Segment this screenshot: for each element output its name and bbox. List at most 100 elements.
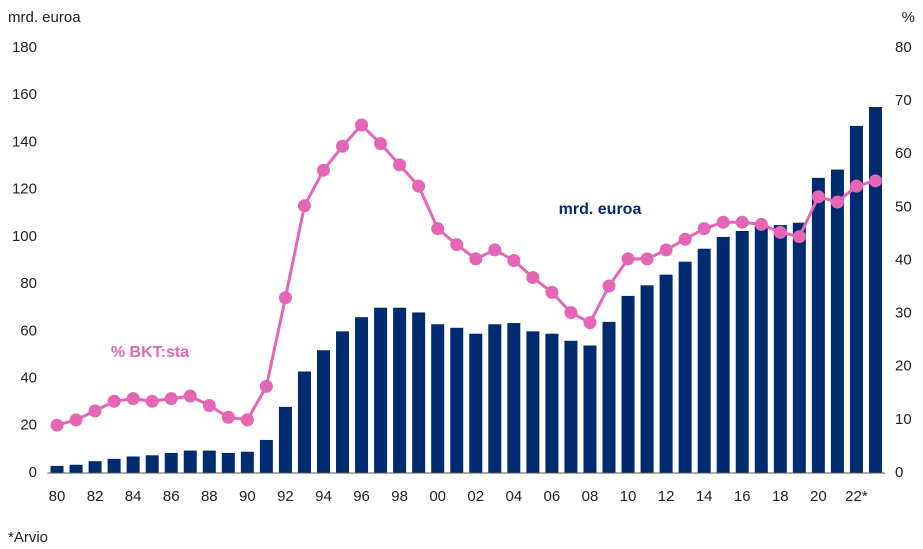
y-tick-label: 0	[29, 464, 37, 481]
bar	[431, 324, 445, 473]
x-tick-label: 82	[87, 488, 104, 505]
x-tick-label: 84	[125, 488, 142, 505]
y-tick-label: 40	[20, 370, 37, 387]
x-tick-label: 90	[239, 488, 256, 505]
point	[754, 217, 768, 231]
point	[336, 139, 350, 153]
bar	[792, 222, 806, 473]
y2-tick-label: 0	[895, 464, 903, 481]
point	[830, 195, 844, 209]
bar	[469, 333, 483, 473]
y2-tick-label: 20	[895, 358, 912, 375]
bar	[355, 317, 369, 473]
point	[469, 252, 483, 266]
bar	[336, 331, 350, 473]
y2-tick-label: 10	[895, 411, 912, 428]
point	[278, 291, 292, 305]
point	[50, 418, 64, 432]
y-tick-label: 60	[20, 322, 37, 339]
x-tick-label: 92	[277, 488, 294, 505]
bar	[507, 323, 521, 473]
y-tick-label: 160	[12, 86, 37, 103]
x-tick-label: 80	[49, 488, 66, 505]
bar	[849, 125, 863, 474]
bar	[640, 285, 654, 473]
point	[640, 252, 654, 266]
y-tick-label: 20	[20, 417, 37, 434]
y2-axis-label: %	[902, 9, 915, 26]
point	[450, 238, 464, 252]
point	[316, 163, 330, 177]
bar	[240, 451, 254, 473]
point	[545, 285, 559, 299]
point	[678, 232, 692, 246]
point	[69, 413, 83, 427]
x-tick-label: 02	[467, 488, 484, 505]
x-tick-label: 00	[429, 488, 446, 505]
point	[583, 316, 597, 330]
y-tick-label: 140	[12, 133, 37, 150]
y-tick-label: 80	[20, 275, 37, 292]
point	[849, 179, 863, 193]
line	[56, 122, 876, 427]
bar	[164, 452, 178, 473]
point	[240, 413, 254, 427]
bar	[297, 371, 311, 473]
x-tick-label: 12	[658, 488, 675, 505]
point	[868, 174, 882, 188]
x-tick-label: 16	[734, 488, 751, 505]
x-tick-label: 88	[201, 488, 218, 505]
bar	[69, 464, 83, 473]
y2-tick-label: 30	[895, 305, 912, 322]
bar	[126, 456, 140, 473]
point	[507, 254, 521, 267]
point	[735, 215, 749, 229]
bar	[393, 307, 407, 473]
bar	[145, 455, 159, 473]
bar	[811, 177, 825, 473]
bar	[830, 169, 844, 473]
bar	[488, 324, 502, 473]
point	[393, 158, 407, 172]
x-tick-label: 04	[505, 488, 522, 505]
bar	[735, 230, 749, 473]
x-tick-label: 18	[772, 488, 789, 505]
bar	[374, 307, 388, 473]
bar	[697, 248, 711, 473]
x-tick-label: 08	[582, 488, 599, 505]
bar	[316, 350, 330, 473]
bar	[107, 458, 121, 473]
x-tick-label: 20	[810, 488, 827, 505]
y2-tick-label: 70	[895, 92, 912, 109]
bar	[564, 340, 578, 473]
y2-tick-label: 60	[895, 145, 912, 162]
y2-tick-label: 50	[895, 198, 912, 215]
point	[621, 252, 635, 266]
bar	[773, 225, 787, 473]
point	[659, 243, 673, 257]
x-tick-label: 10	[620, 488, 637, 505]
bar	[621, 295, 635, 473]
point	[221, 410, 235, 424]
point	[183, 389, 197, 403]
x-tick-label: 96	[353, 488, 370, 505]
x-tick-label: 06	[544, 488, 561, 505]
y-tick-label: 180	[12, 39, 37, 56]
x-tick-label: 14	[696, 488, 713, 505]
point	[697, 222, 711, 236]
bar	[754, 225, 768, 473]
point	[773, 225, 787, 239]
point	[202, 399, 216, 413]
bar	[183, 450, 197, 473]
bar	[88, 461, 102, 473]
point	[488, 243, 502, 257]
y-tick-label: 100	[12, 228, 37, 245]
bar	[412, 312, 426, 473]
point	[297, 199, 311, 213]
point	[564, 306, 578, 320]
bar	[202, 450, 216, 473]
point	[164, 392, 178, 406]
y-tick-label: 120	[12, 181, 37, 198]
bar	[221, 452, 235, 473]
bar	[545, 333, 559, 473]
